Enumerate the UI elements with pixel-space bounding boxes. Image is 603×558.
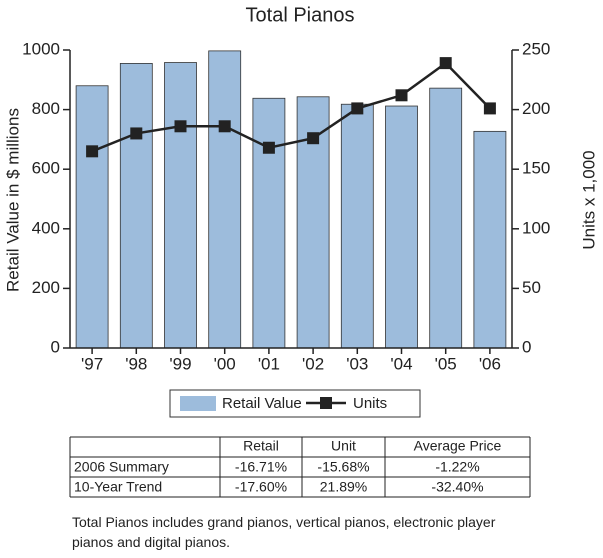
x-tick-label: '06 [479, 354, 501, 373]
legend-label: Retail Value [222, 395, 302, 412]
bar [473, 130, 507, 349]
y-tick-label: 400 [32, 218, 60, 237]
line-marker [351, 102, 364, 115]
x-tick-label: '05 [435, 354, 457, 373]
bar [385, 105, 418, 349]
table-cell: 21.89% [320, 479, 367, 495]
table-header: Retail [243, 438, 279, 454]
y2-tick-label: 50 [522, 278, 541, 297]
table-cell: -32.40% [431, 479, 483, 495]
x-tick-label: '98 [125, 354, 147, 373]
table-header: Average Price [414, 438, 502, 454]
chart-title: Total Pianos [246, 4, 355, 26]
y2-axis-label: Units x 1,000 [579, 150, 598, 249]
line-marker [439, 57, 452, 70]
y-axis-label: Retail Value in $ millions [3, 108, 22, 292]
table-cell: -17.60% [235, 479, 287, 495]
table-header: Unit [331, 438, 356, 454]
chart: Total Pianos Retail Value in $ millions … [3, 4, 598, 498]
y-tick-label: 200 [32, 278, 60, 297]
y2-tick-label: 150 [522, 159, 550, 178]
y-tick-label: 0 [51, 337, 60, 356]
x-tick-label: '99 [169, 354, 191, 373]
legend-swatch [180, 396, 216, 411]
line [91, 61, 491, 153]
x-tick-label: '97 [81, 354, 103, 373]
y-tick-label: 600 [32, 159, 60, 178]
line-marker [307, 132, 320, 145]
y2-tick-label: 0 [522, 337, 531, 356]
y-tick-label: 800 [32, 99, 60, 118]
line-marker [395, 89, 408, 102]
bar [119, 63, 153, 349]
line-marker [218, 120, 231, 133]
y2-tick-label: 200 [522, 99, 550, 118]
table-cell: -16.71% [235, 459, 287, 475]
table-cell: -1.22% [435, 459, 479, 475]
legend-swatch [320, 397, 332, 409]
line-marker [262, 141, 275, 154]
bar [429, 87, 463, 349]
bar [75, 85, 109, 349]
bar [208, 50, 242, 349]
line-marker [86, 145, 99, 158]
y2-tick-label: 250 [522, 39, 550, 58]
line-marker [130, 127, 143, 140]
footnote: Total Pianos includes grand pianos, vert… [72, 514, 496, 550]
line-marker [483, 102, 496, 115]
x-tick-label: '01 [258, 354, 280, 373]
y-tick-label: 1000 [22, 39, 60, 58]
bar [164, 62, 197, 349]
bar [252, 97, 286, 349]
bar [340, 103, 374, 349]
x-tick-label: '04 [390, 354, 412, 373]
x-tick-label: '00 [214, 354, 236, 373]
line-marker [174, 120, 187, 133]
legend-box [169, 389, 421, 418]
x-tick-label: '03 [346, 354, 368, 373]
x-tick-label: '02 [302, 354, 324, 373]
legend-label: Units [353, 395, 387, 412]
table-row-label: 10-Year Trend [74, 479, 162, 495]
table-cell: -15.68% [317, 459, 369, 475]
y2-tick-label: 100 [522, 218, 550, 237]
table-row-label: 2006 Summary [74, 459, 169, 475]
